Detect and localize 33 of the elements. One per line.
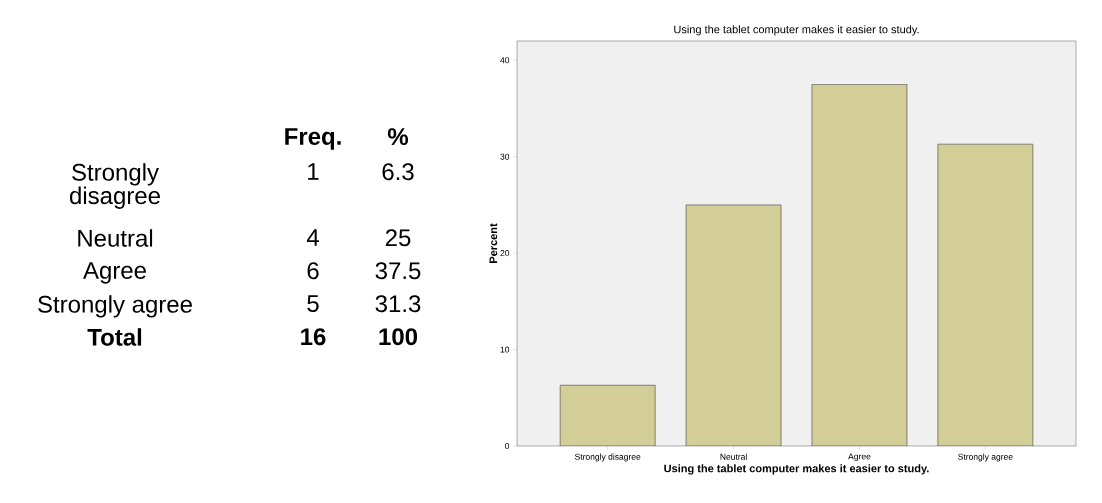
- bar: [937, 143, 1034, 446]
- text: 37.5: [375, 262, 421, 280]
- text: 6: [307, 262, 319, 280]
- x-axis-title: Using the tablet computer makes it easier to study.: [664, 464, 929, 475]
- text: 4: [306, 229, 319, 246]
- text: %: [387, 128, 409, 146]
- x-tick-label: Strongly disagree: [574, 453, 641, 462]
- text: 6.3: [382, 163, 414, 181]
- text: Freq.: [285, 128, 341, 150]
- text: Strongly disagree: [69, 163, 160, 209]
- chart-title: Using the tablet computer makes it easier to study.: [674, 25, 919, 36]
- y-tick-label: 10: [500, 346, 510, 353]
- y-tick-label: 30: [500, 153, 510, 160]
- y-tick-label: 0: [505, 442, 510, 449]
- bar: [811, 84, 908, 446]
- x-tick-label: Neutral: [720, 453, 747, 460]
- y-tick-label: 40: [500, 57, 510, 64]
- x-tick-label: Agree: [848, 453, 871, 462]
- text: Agree: [83, 262, 146, 284]
- text: Strongly agree: [38, 295, 192, 318]
- bar: [560, 385, 656, 446]
- text: Total: [87, 328, 142, 346]
- text: 31.3: [375, 295, 421, 313]
- x-tick-label: Strongly agree: [958, 453, 1013, 462]
- text: 100: [379, 328, 418, 346]
- text: Neutral: [78, 229, 153, 247]
- text: 1: [308, 163, 319, 180]
- y-tick-label: 20: [500, 250, 510, 257]
- text: 25: [385, 229, 411, 247]
- y-axis-title: Percent: [489, 223, 498, 263]
- bar: [685, 204, 782, 446]
- text: 5: [307, 295, 319, 312]
- text: 16: [301, 328, 326, 346]
